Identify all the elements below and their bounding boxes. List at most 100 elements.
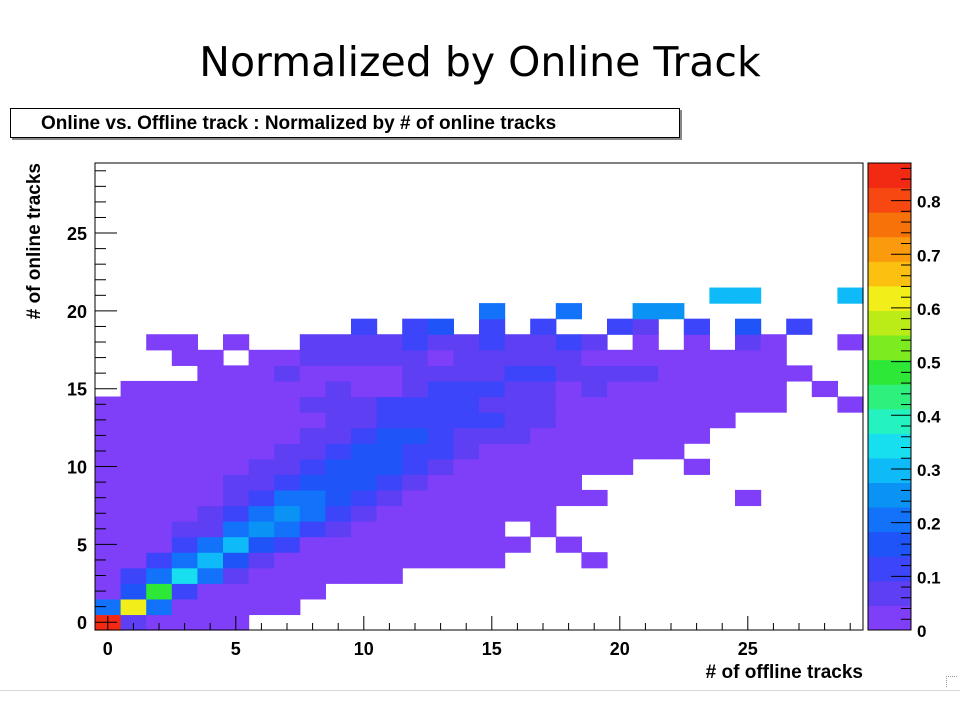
colorbar-segment <box>868 236 911 262</box>
heatmap-cell <box>555 303 582 320</box>
heatmap-cell <box>658 303 685 320</box>
heatmap-cell <box>299 567 326 584</box>
heatmap-cell <box>530 365 557 382</box>
heatmap-cell <box>325 334 352 351</box>
heatmap-cell <box>120 412 147 429</box>
heatmap-cell <box>402 412 429 429</box>
heatmap-cell <box>504 536 531 553</box>
heatmap-cell <box>760 334 787 351</box>
heatmap-cell <box>223 396 250 413</box>
heatmap-cell <box>555 365 582 382</box>
heatmap-cell <box>351 567 378 584</box>
heatmap-cell <box>376 380 403 398</box>
heatmap-cell <box>555 380 582 398</box>
heatmap-cell <box>402 458 429 475</box>
heatmap-cell <box>274 427 301 444</box>
heatmap-cell <box>632 365 659 382</box>
heatmap-cell <box>120 505 147 522</box>
heatmap-cell <box>248 474 275 491</box>
heatmap-cell <box>171 583 198 600</box>
y-tick-label: 15 <box>67 380 87 400</box>
colorbar-segment <box>868 580 911 606</box>
heatmap-cell <box>171 474 198 491</box>
heatmap-cell <box>223 552 250 569</box>
heatmap-cell <box>325 427 352 444</box>
y-tick-label: 10 <box>67 458 87 478</box>
heatmap-cell <box>171 334 198 351</box>
heatmap-cell <box>479 349 506 366</box>
heatmap-cell <box>197 427 224 444</box>
heatmap-cell <box>95 412 122 429</box>
heatmap-cell <box>146 474 173 491</box>
heatmap-cell <box>735 489 762 507</box>
colorbar-segment <box>868 556 911 582</box>
heatmap-cell <box>248 567 275 584</box>
heatmap-cell <box>453 396 480 413</box>
heatmap-cell <box>223 427 250 444</box>
heatmap-cell <box>274 552 301 569</box>
heatmap-cell <box>325 567 352 584</box>
heatmap-cell <box>299 334 326 351</box>
heatmap-cell <box>376 567 403 584</box>
colorbar-segment <box>868 384 911 410</box>
heatmap-cell <box>223 598 250 616</box>
heatmap-cell <box>607 318 634 335</box>
heatmap-cell <box>376 552 403 569</box>
heatmap-cell <box>248 458 275 475</box>
heatmap-cell <box>197 567 224 584</box>
colorbar-tick-label: 0.7 <box>917 246 941 265</box>
heatmap-cell <box>274 365 301 382</box>
heatmap-cell <box>248 598 275 616</box>
heatmap-cell <box>581 334 608 351</box>
heatmap-cell <box>351 334 378 351</box>
heatmap-cell <box>427 521 454 538</box>
heatmap-cell <box>171 536 198 553</box>
heatmap-cell <box>632 334 659 351</box>
heatmap-cell <box>760 349 787 366</box>
heatmap-cell <box>223 521 250 538</box>
heatmap-cell <box>555 412 582 429</box>
heatmap-cell <box>351 489 378 507</box>
heatmap-cell <box>171 521 198 538</box>
heatmap-cell <box>351 412 378 429</box>
heatmap-cell <box>248 489 275 507</box>
heatmap-cell <box>530 427 557 444</box>
heatmap-cell <box>95 443 122 460</box>
heatmap-cell <box>325 536 352 553</box>
heatmap-cell <box>376 412 403 429</box>
colorbar-segment <box>868 605 911 631</box>
colorbar-frame <box>867 162 912 631</box>
heatmap-cell <box>146 489 173 507</box>
heatmap-cell <box>581 489 608 507</box>
heatmap-cell <box>453 489 480 507</box>
heatmap-cell <box>479 334 506 351</box>
heatmap-cell <box>709 287 736 304</box>
heatmap-cell <box>530 521 557 538</box>
heatmap-cell <box>581 443 608 460</box>
heatmap-cell <box>555 349 582 366</box>
heatmap-cell <box>632 412 659 429</box>
heatmap-cell <box>197 505 224 522</box>
heatmap-cell <box>479 318 506 335</box>
heatmap-cell <box>555 427 582 444</box>
heatmap-cell <box>453 427 480 444</box>
heatmap-cell <box>95 474 122 491</box>
heatmap-cell <box>607 427 634 444</box>
heatmap-cell <box>120 396 147 413</box>
heatmap-cell <box>479 412 506 429</box>
heatmap-cell <box>351 365 378 382</box>
heatmap-cell <box>223 567 250 584</box>
heatmap-cell <box>402 380 429 398</box>
colorbar-segment <box>868 163 911 189</box>
heatmap-cell <box>735 318 762 335</box>
heatmap-cell <box>299 474 326 491</box>
colorbar-segment <box>868 335 911 361</box>
heatmap-cell <box>351 349 378 366</box>
heatmap-cell <box>581 412 608 429</box>
heatmap-cell <box>299 412 326 429</box>
heatmap-cell <box>351 552 378 569</box>
heatmap-cell <box>171 598 198 616</box>
heatmap-cell <box>453 552 480 569</box>
heatmap-cell <box>427 458 454 475</box>
heatmap-cell <box>299 552 326 569</box>
